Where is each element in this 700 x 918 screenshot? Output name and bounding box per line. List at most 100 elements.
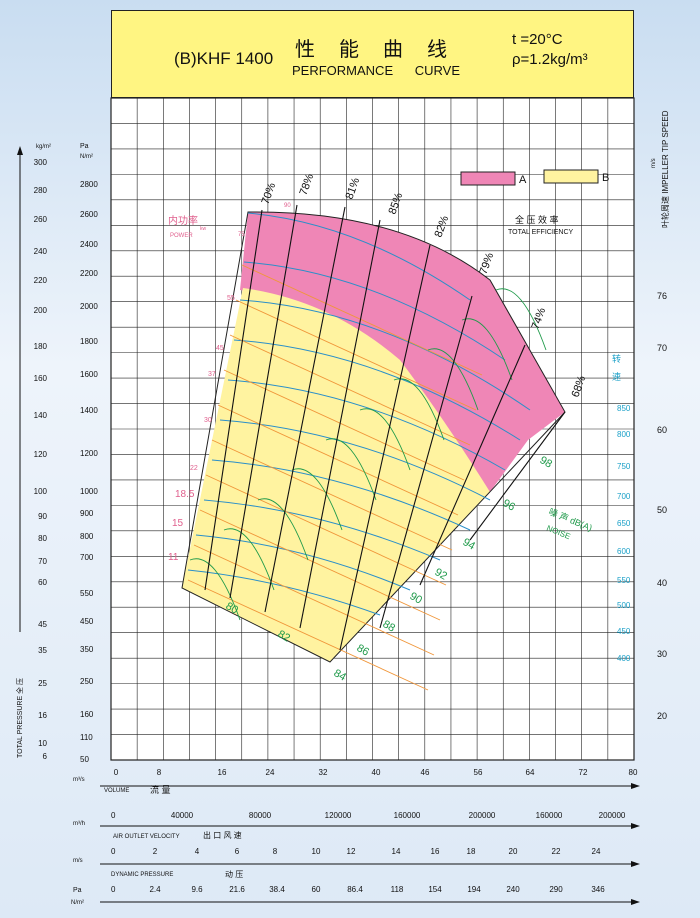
density-condition: ρ=1.2kg/m³ [512,51,588,68]
kg-tick: 180 [34,342,48,351]
velocity-tick: 0 [111,847,116,856]
mh-tick: 200000 [599,811,626,820]
chinese-title: 性能曲线 [295,39,471,61]
mh-tick: 40000 [171,811,194,820]
velocity-tick: 12 [347,847,356,856]
efficiency-line [229,204,298,599]
noise-label: 82 [276,628,293,645]
efficiency-title-cn: 全 压 效 率 [515,214,559,225]
efficiency-line [204,209,263,591]
power-curve [217,404,459,516]
volume-tick: 56 [474,768,483,777]
velocity-tick: 24 [592,847,601,856]
noise-curve [359,408,411,471]
mh-unit: m³/h [73,821,85,827]
tip-speed-tick: 20 [657,711,667,721]
power-curve [193,544,435,656]
power-curve [187,579,429,691]
pa-tick: 1400 [80,406,98,415]
pa-tick: 2400 [80,240,98,249]
english-title: PERFORMANCE CURVE [292,63,461,78]
volume-tick: 8 [157,768,162,777]
velocity-tick: 10 [312,847,321,856]
speed-tick: 400 [617,654,631,663]
speed-axis-label: 速 [612,372,621,382]
velocity-tick: 6 [235,847,240,856]
kg-tick: 60 [38,578,47,587]
pa-tick: 1800 [80,337,98,346]
volume-axis-arrowhead [631,783,640,789]
pa-tick: 50 [80,755,89,764]
power-label: 90 [284,203,291,209]
volume-label-en: VOLUME [104,788,129,794]
dynamic-unit-bottom: N/m² [71,900,84,906]
kg-unit-label: kg/m² [36,144,51,150]
pa-tick: 800 [80,532,94,541]
velocity-axis-arrowhead [631,861,640,867]
power-label: 22 [190,465,198,472]
pa-unit-label: Pa [80,143,89,150]
volume-tick: 16 [218,768,227,777]
dynamic-tick: 240 [506,885,520,894]
velocity-tick: 14 [392,847,401,856]
power-label: 37 [208,371,216,378]
power-label-en: POWER [170,233,193,239]
mh-tick: 160000 [394,811,421,820]
pa-tick: 1200 [80,449,98,458]
kg-tick: 300 [34,158,48,167]
legend-b-swatch [543,169,599,184]
efficiency-line [469,411,566,541]
volume-tick: 32 [319,768,328,777]
tip-speed-tick: 70 [657,343,667,353]
noise-curve [291,468,343,531]
kg-tick: 10 [38,739,47,748]
pa-tick: 550 [80,589,94,598]
mh-tick: 200000 [469,811,496,820]
speed-tick: 700 [617,492,631,501]
volume-tick: 72 [579,768,588,777]
speed-tick: 600 [617,547,631,556]
noise-curve [461,318,513,381]
velocity-tick: 20 [509,847,518,856]
tip-speed-curve [239,299,531,411]
volume-tick: 0 [114,768,119,777]
kg-tick: 240 [34,247,48,256]
kg-tick: 280 [34,186,48,195]
kg-tick: 90 [38,512,47,521]
speed-tick: 500 [617,601,631,610]
pa-tick: 350 [80,645,94,654]
pa-tick: 2200 [80,269,98,278]
efficiency-line [299,219,381,629]
tip-speed-axis-label: 叶轮周速 IMPELLER TIP SPEED [660,110,670,228]
tip-speed-curve [211,459,471,531]
power-curve [223,369,465,481]
kg-tick: 35 [38,646,47,655]
power-label: 55 [227,295,235,302]
dynamic-tick: 60 [312,885,321,894]
efficiency-line [379,295,473,629]
velocity-tick: 22 [552,847,561,856]
pa-tick: 2800 [80,180,98,189]
velocity-tick: 2 [153,847,158,856]
power-label-unit: kw [200,226,207,232]
kg-tick: 16 [38,711,47,720]
kg-tick: 260 [34,215,48,224]
tip-speed-tick: 30 [657,649,667,659]
kg-tick: 6 [43,752,48,761]
legend-a-label: A [519,174,527,186]
model-title: (B)KHF 1400 [174,49,274,68]
power-label: 18.5 [175,489,195,500]
dynamic-tick: 38.4 [269,885,285,894]
velocity-tick: 18 [467,847,476,856]
kg-tick: 100 [34,487,48,496]
pa-tick: 1000 [80,487,98,496]
power-label: 45 [216,345,224,352]
noise-curve [495,288,547,351]
kg-tick: 220 [34,276,48,285]
pa-tick: 900 [80,509,94,518]
kg-tick: 120 [34,450,48,459]
tip-speed-unit: m/s [651,158,657,168]
power-label: 11 [168,552,179,563]
dynamic-tick: 21.6 [229,885,245,894]
